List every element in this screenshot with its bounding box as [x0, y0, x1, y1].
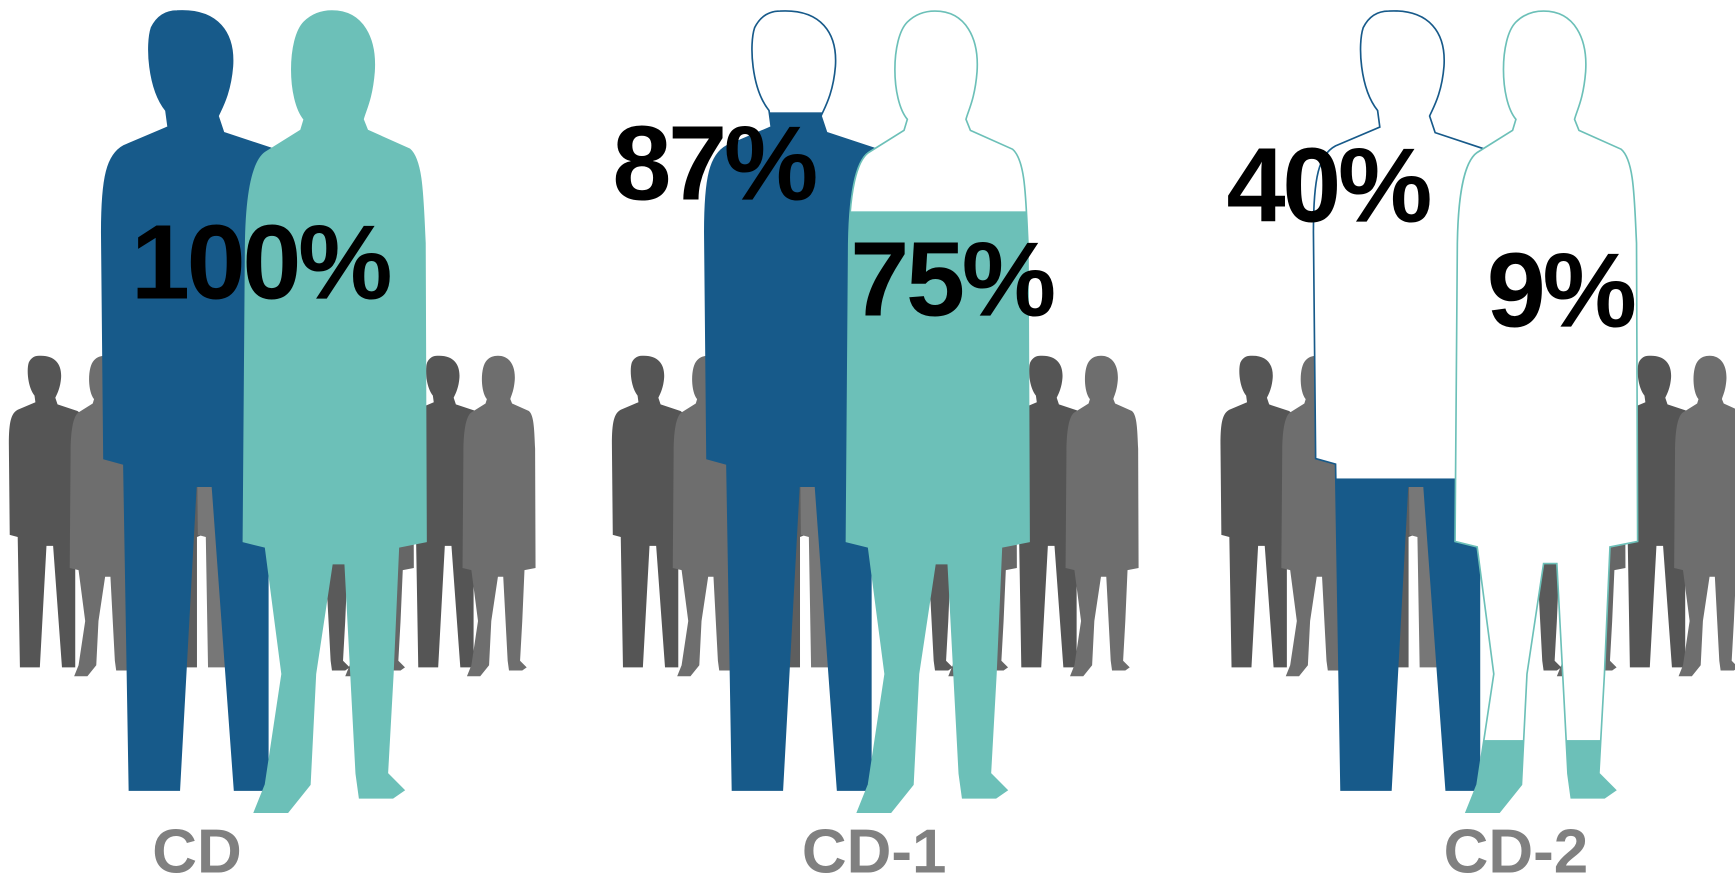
- category-label: CD: [152, 818, 241, 884]
- value-label: 87%: [612, 104, 816, 222]
- person-background: [1455, 11, 1638, 813]
- value-label: 75%: [850, 220, 1054, 338]
- category-label: CD-1: [802, 818, 947, 884]
- value-label: 100%: [131, 204, 390, 322]
- category-label: CD-2: [1444, 818, 1589, 884]
- value-label: 40%: [1226, 126, 1430, 244]
- value-label: 9%: [1487, 231, 1635, 349]
